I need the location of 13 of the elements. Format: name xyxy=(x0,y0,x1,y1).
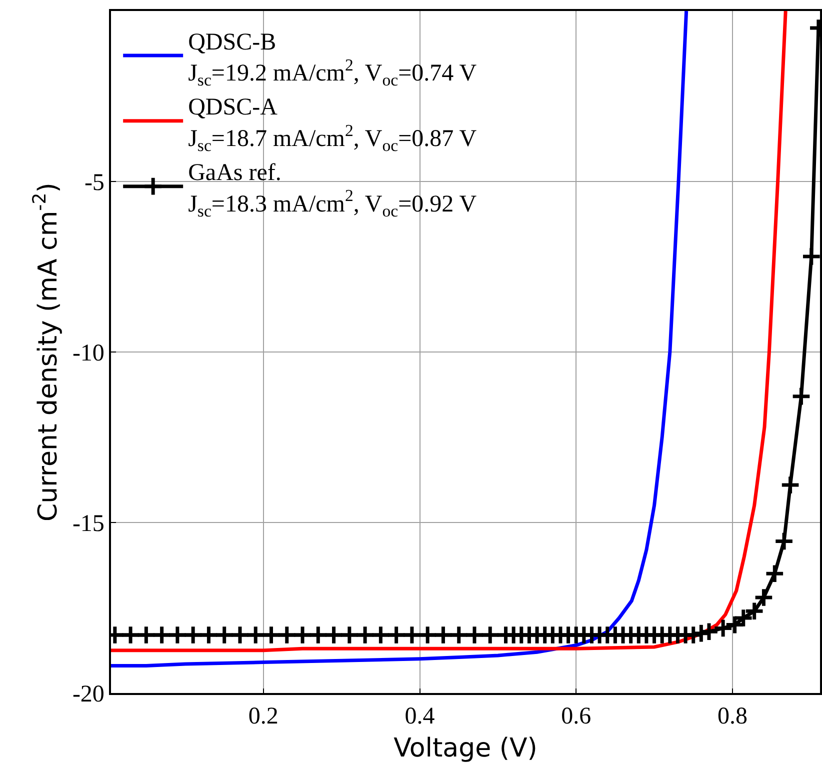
x-tick-label: 0.6 xyxy=(561,704,592,730)
line-series xyxy=(111,11,688,668)
x-tick-label: 0.8 xyxy=(717,704,748,730)
x-tick-label: 0.2 xyxy=(248,704,278,730)
legend-label: GaAs ref. J$_{sc}$=18.3 mA/cm$^{2}$, V$_{oc}$=0.92 V xyxy=(188,160,478,220)
y-tick-label: -15 xyxy=(72,510,104,537)
legend-label: QDSC-A J$_{sc}$=18.7 mA/cm$^{2}$, V$_{oc}$=0.87 V xyxy=(188,94,478,155)
x-axis-title: Voltage (V) xyxy=(394,734,538,764)
y-tick-label: -20 xyxy=(72,681,104,708)
x-tick-label: 0.4 xyxy=(404,704,435,730)
legend-label: QDSC-B J$_{sc}$=19.2 mA/cm$^{2}$, V$_{oc}$=0.74 V xyxy=(188,29,478,90)
y-tick-label: -10 xyxy=(72,340,104,366)
y-tick-label: -5 xyxy=(84,170,104,196)
